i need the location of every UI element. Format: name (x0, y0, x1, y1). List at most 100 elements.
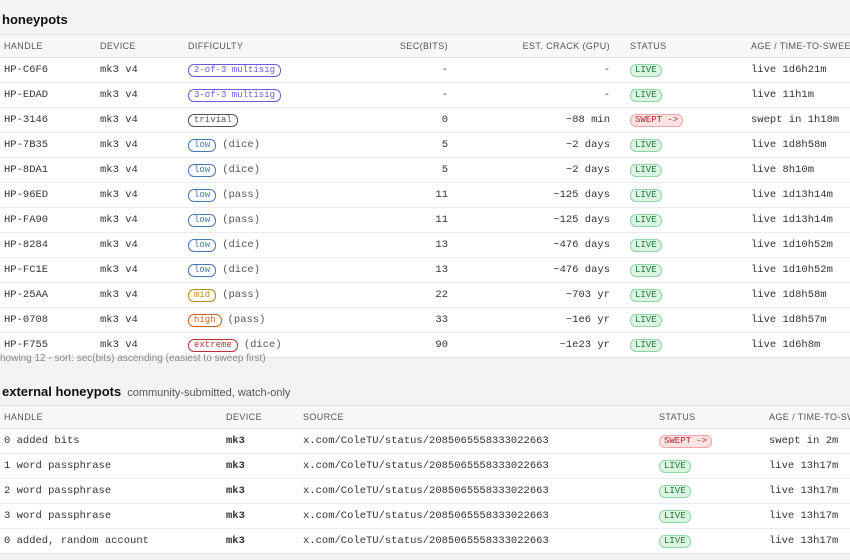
table-cell: x.com/ColeTU/status/2085065558333022663 (303, 504, 549, 528)
table-cell: LIVE (659, 479, 691, 503)
table-cell: LIVE (630, 308, 662, 332)
table-cell: LIVE (630, 58, 662, 82)
table-row[interactable]: HP-3146 mk3 v4 trivial 0 ~88 min SWEPT -> swep… (0, 108, 850, 133)
table-row[interactable]: HP-8DA1 mk3 v4 low (dice) 5 ~2 days LIVE live 8… (0, 158, 850, 183)
difficulty-badge: mid (188, 288, 217, 302)
table-cell: live 11h1m (751, 83, 814, 107)
source-link[interactable]: x.com/ColeTU/status/2085065558333022663 (303, 435, 549, 447)
table-cell: 0 (300, 108, 448, 132)
table-cell: low (pass) (188, 208, 260, 232)
table-row[interactable]: HP-25AA mk3 v4 mid (pass) 22 ~703 yr LIVE live … (0, 283, 850, 308)
table-row[interactable]: 1 word passphrase mk3 x.com/ColeTU/status/… (0, 454, 850, 479)
handle-cell: HP-3146 (4, 114, 49, 126)
table-cell: live 1d10h52m (751, 258, 833, 282)
table-cell: mk3 v4 (100, 208, 138, 232)
table-cell: mk3 v4 (100, 283, 138, 307)
status-badge: SWEPT -> (630, 113, 684, 127)
table-row[interactable]: 0 added, random account mk3 x.com/ColeTU/s… (0, 529, 850, 553)
table-cell: ~1e6 yr (460, 308, 610, 332)
table-cell: mk3 v4 (100, 158, 138, 182)
difficulty-badge: low (188, 188, 217, 202)
column-header: HANDLE (4, 412, 43, 422)
est-crack-cell: - (603, 89, 610, 101)
table-cell: ~88 min (460, 108, 610, 132)
sec-bits-cell: 90 (435, 339, 448, 351)
handle-cell: HP-EDAD (4, 89, 49, 101)
table-row[interactable]: 0 added bits mk3 x.com/ColeTU/status/20850… (0, 429, 850, 454)
table-cell: HP-25AA (4, 283, 48, 307)
table-cell: LIVE (630, 183, 662, 207)
handle-cell: HP-25AA (4, 289, 49, 301)
section-title-honeypots: honeypots (2, 12, 68, 27)
device-cell: mk3 v4 (100, 139, 138, 151)
difficulty-detail: (dice) (243, 339, 282, 351)
est-crack-cell: ~703 yr (565, 289, 610, 301)
table-row[interactable]: HP-7B35 mk3 v4 low (dice) 5 ~2 days LIVE live 1… (0, 133, 850, 158)
table-cell: HP-FC1E (4, 258, 48, 282)
external-honeypots-table: HANDLE DEVICE SOURCE STATUS AGE / TIME-TO-SW… (0, 405, 850, 554)
table-row[interactable]: HP-96ED mk3 v4 low (pass) 11 ~125 days LIVE liv… (0, 183, 850, 208)
table-cell: mk3 (226, 479, 245, 503)
table-cell: 90 (300, 333, 448, 357)
device-cell: mk3 v4 (100, 339, 138, 351)
device-cell: mk3 v4 (100, 314, 138, 326)
source-link[interactable]: x.com/ColeTU/status/2085065558333022663 (303, 485, 549, 497)
table-cell: HP-8DA1 (4, 158, 48, 182)
age-cell: swept in 1h18m (751, 114, 840, 126)
table-cell: HP-F755 (4, 333, 48, 357)
external-title: external honeypots (2, 384, 122, 399)
table-row[interactable]: HP-0708 mk3 v4 high (pass) 33 ~1e6 yr LIVE live… (0, 308, 850, 333)
table-cell: 11 (300, 208, 448, 232)
est-crack-cell: ~476 days (553, 239, 610, 251)
age-cell: live 1d10h52m (751, 239, 833, 251)
table-cell: LIVE (630, 233, 662, 257)
column-header: DEVICE (100, 41, 136, 51)
handle-cell: HP-C6F6 (4, 64, 49, 76)
table-cell: live 1d8h57m (751, 308, 827, 332)
sec-bits-cell: 5 (441, 139, 448, 151)
difficulty-badge: 3-of-3 multisig (188, 88, 282, 102)
table-cell: mk3 v4 (100, 183, 138, 207)
difficulty-detail: (dice) (222, 139, 261, 151)
table-cell: - (300, 83, 448, 107)
table-cell: HP-C6F6 (4, 58, 48, 82)
sec-bits-cell: 13 (435, 239, 448, 251)
table-cell: ~125 days (460, 208, 610, 232)
table-row[interactable]: HP-F755 mk3 v4 extreme (dice) 90 ~1e23 yr LIVE… (0, 333, 850, 357)
table-cell: LIVE (630, 83, 662, 107)
table-cell: 13 (300, 233, 448, 257)
table-row[interactable]: HP-8284 mk3 v4 low (dice) 13 ~476 days LIVE liv… (0, 233, 850, 258)
status-badge: LIVE (630, 188, 662, 202)
table-cell: ~476 days (460, 233, 610, 257)
table-cell: SWEPT -> (630, 108, 684, 132)
column-header: STATUS (630, 41, 667, 51)
device-cell: mk3 v4 (100, 89, 138, 101)
source-link[interactable]: x.com/ColeTU/status/2085065558333022663 (303, 510, 549, 522)
table-row[interactable]: HP-EDAD mk3 v4 3-of-3 multisig - - LIVE live 1… (0, 83, 850, 108)
status-badge: LIVE (659, 509, 691, 523)
table-row[interactable]: 2 word passphrase mk3 x.com/ColeTU/status/… (0, 479, 850, 504)
table-cell: live 13h17m (769, 529, 838, 553)
table-row[interactable]: 3 word passphrase mk3 x.com/ColeTU/status/… (0, 504, 850, 529)
table-row[interactable]: HP-FC1E mk3 v4 low (dice) 13 ~476 days LIVE liv… (0, 258, 850, 283)
column-header: DEVICE (226, 412, 262, 422)
column-header: EST. CRACK (GPU) (522, 41, 610, 51)
source-link[interactable]: x.com/ColeTU/status/2085065558333022663 (303, 535, 549, 547)
table-row[interactable]: HP-FA90 mk3 v4 low (pass) 11 ~125 days LIVE liv… (0, 208, 850, 233)
table-cell: mk3 v4 (100, 108, 138, 132)
column-header: AGE / TIME-TO-SWEEP (751, 41, 850, 51)
source-link[interactable]: x.com/ColeTU/status/2085065558333022663 (303, 460, 549, 472)
table-cell: 2 word passphrase (4, 479, 111, 503)
table-cell: low (dice) (188, 133, 260, 157)
table-cell: HP-3146 (4, 108, 48, 132)
table-cell: HP-7B35 (4, 133, 48, 157)
table-row[interactable]: HP-C6F6 mk3 v4 2-of-3 multisig - - LIVE live 1… (0, 58, 850, 83)
status-badge: LIVE (630, 238, 662, 252)
device-cell: mk3 v4 (100, 189, 138, 201)
status-badge: LIVE (630, 263, 662, 277)
table-cell: mid (pass) (188, 283, 260, 307)
device-cell: mk3 v4 (100, 114, 138, 126)
age-cell: live 13h17m (769, 485, 839, 497)
table-cell: mk3 v4 (100, 58, 138, 82)
table-cell: 3-of-3 multisig (188, 83, 282, 107)
